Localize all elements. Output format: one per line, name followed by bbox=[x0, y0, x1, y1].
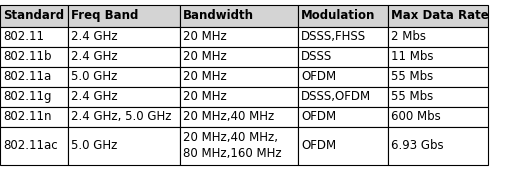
Bar bbox=[180, 46, 298, 66]
Text: OFDM: OFDM bbox=[301, 139, 336, 152]
Text: 802.11n: 802.11n bbox=[3, 110, 52, 123]
Bar bbox=[68, 66, 180, 87]
Text: 6.93 Gbs: 6.93 Gbs bbox=[391, 139, 444, 152]
Text: 802.11: 802.11 bbox=[3, 30, 44, 43]
Bar bbox=[180, 27, 298, 46]
Bar bbox=[0, 106, 68, 127]
Bar bbox=[0, 46, 68, 66]
Text: 20 MHz,40 MHz: 20 MHz,40 MHz bbox=[183, 110, 274, 123]
Text: 802.11g: 802.11g bbox=[3, 90, 52, 103]
Bar bbox=[298, 46, 388, 66]
Bar bbox=[180, 66, 298, 87]
Text: 55 Mbs: 55 Mbs bbox=[391, 70, 433, 83]
Text: 5.0 GHz: 5.0 GHz bbox=[71, 70, 118, 83]
Bar bbox=[388, 46, 488, 66]
Bar bbox=[388, 66, 488, 87]
Text: DSSS: DSSS bbox=[301, 50, 332, 63]
Bar bbox=[68, 46, 180, 66]
Bar bbox=[0, 27, 68, 46]
Text: Bandwidth: Bandwidth bbox=[183, 9, 254, 22]
Bar bbox=[298, 5, 388, 27]
Bar bbox=[68, 127, 180, 164]
Text: 802.11ac: 802.11ac bbox=[3, 139, 58, 152]
Bar bbox=[298, 127, 388, 164]
Bar bbox=[388, 87, 488, 106]
Text: 20 MHz: 20 MHz bbox=[183, 70, 227, 83]
Text: 5.0 GHz: 5.0 GHz bbox=[71, 139, 118, 152]
Text: Max Data Rate: Max Data Rate bbox=[391, 9, 489, 22]
Bar bbox=[68, 27, 180, 46]
Text: 802.11a: 802.11a bbox=[3, 70, 51, 83]
Bar bbox=[298, 27, 388, 46]
Text: Standard: Standard bbox=[3, 9, 64, 22]
Bar bbox=[68, 5, 180, 27]
Bar bbox=[298, 87, 388, 106]
Bar bbox=[388, 106, 488, 127]
Bar bbox=[0, 127, 68, 164]
Text: OFDM: OFDM bbox=[301, 110, 336, 123]
Text: 802.11b: 802.11b bbox=[3, 50, 52, 63]
Bar bbox=[0, 87, 68, 106]
Bar bbox=[180, 5, 298, 27]
Bar bbox=[68, 87, 180, 106]
Text: 11 Mbs: 11 Mbs bbox=[391, 50, 433, 63]
Text: 2.4 GHz: 2.4 GHz bbox=[71, 90, 118, 103]
Text: 600 Mbs: 600 Mbs bbox=[391, 110, 441, 123]
Text: 2 Mbs: 2 Mbs bbox=[391, 30, 426, 43]
Text: DSSS,FHSS: DSSS,FHSS bbox=[301, 30, 366, 43]
Text: 55 Mbs: 55 Mbs bbox=[391, 90, 433, 103]
Bar bbox=[68, 106, 180, 127]
Bar bbox=[180, 87, 298, 106]
Bar bbox=[180, 106, 298, 127]
Text: Modulation: Modulation bbox=[301, 9, 375, 22]
Text: 20 MHz,40 MHz,
80 MHz,160 MHz: 20 MHz,40 MHz, 80 MHz,160 MHz bbox=[183, 131, 281, 160]
Bar bbox=[298, 106, 388, 127]
Text: DSSS,OFDM: DSSS,OFDM bbox=[301, 90, 371, 103]
Text: 20 MHz: 20 MHz bbox=[183, 30, 227, 43]
Text: 20 MHz: 20 MHz bbox=[183, 50, 227, 63]
Text: 20 MHz: 20 MHz bbox=[183, 90, 227, 103]
Text: Freq Band: Freq Band bbox=[71, 9, 138, 22]
Bar bbox=[0, 66, 68, 87]
Text: 2.4 GHz, 5.0 GHz: 2.4 GHz, 5.0 GHz bbox=[71, 110, 171, 123]
Bar bbox=[0, 5, 68, 27]
Text: 2.4 GHz: 2.4 GHz bbox=[71, 30, 118, 43]
Text: OFDM: OFDM bbox=[301, 70, 336, 83]
Bar bbox=[388, 127, 488, 164]
Bar bbox=[388, 5, 488, 27]
Bar bbox=[388, 27, 488, 46]
Bar bbox=[180, 127, 298, 164]
Bar bbox=[298, 66, 388, 87]
Text: 2.4 GHz: 2.4 GHz bbox=[71, 50, 118, 63]
